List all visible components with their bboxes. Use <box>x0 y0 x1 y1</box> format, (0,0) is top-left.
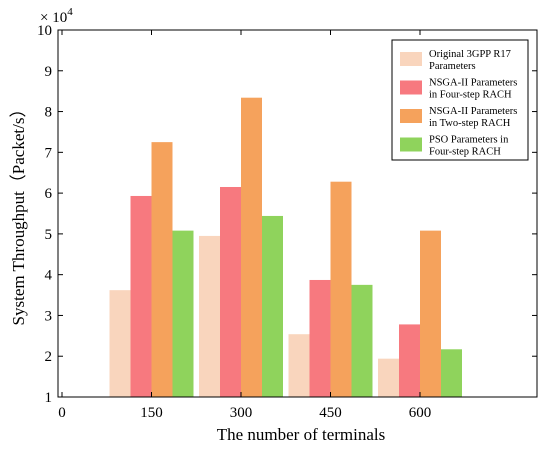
bars-layer <box>109 97 462 398</box>
x-tick-label-600: 600 <box>409 405 432 421</box>
legend-label-s3-line2: in Two-step RACH <box>429 118 511 129</box>
bar-s2-600 <box>399 324 420 397</box>
bar-s3-450 <box>330 181 352 397</box>
bar-s3-300 <box>241 97 262 398</box>
legend-swatch-s3 <box>400 109 422 123</box>
bar-s1-300 <box>199 235 220 397</box>
bar-s4-300 <box>262 215 283 397</box>
bar-s3-600 <box>420 230 441 397</box>
legend-swatch-s1 <box>400 52 422 66</box>
x-tick-label-0: 0 <box>58 405 66 421</box>
x-tick-label-150: 150 <box>140 405 163 421</box>
y-tick-label-7: 7 <box>45 145 53 161</box>
bar-s3-150 <box>151 142 173 397</box>
bar-s2-450 <box>309 279 331 397</box>
bar-s4-450 <box>351 284 373 397</box>
y-tick-label-6: 6 <box>45 186 53 202</box>
y-tick-label-3: 3 <box>45 308 53 324</box>
y-tick-label-8: 8 <box>45 105 53 121</box>
bar-s1-600 <box>378 358 399 397</box>
y-multiplier: × 104 <box>40 6 73 26</box>
y-tick-label-10: 10 <box>37 23 52 39</box>
bar-s2-150 <box>130 195 152 397</box>
legend-label-s1-line1: Original 3GPP R17 <box>429 49 511 60</box>
y-multiplier-base: × 10 <box>40 10 67 26</box>
y-tick-label-5: 5 <box>45 227 53 243</box>
x-tick-label-300: 300 <box>230 405 253 421</box>
legend-label-s2-line2: in Four-step RACH <box>429 90 512 101</box>
y-tick-label-9: 9 <box>45 64 53 80</box>
y-multiplier-exponent: 4 <box>67 6 73 18</box>
legend-label-s4-line1: PSO Parameters in <box>429 135 509 146</box>
bar-s1-450 <box>288 334 310 397</box>
bar-s4-600 <box>441 349 462 397</box>
bar-s2-300 <box>220 186 241 397</box>
x-axis-label: The number of terminals <box>217 425 386 444</box>
legend-label-s2-line1: NSGA-II Parameters <box>429 78 517 89</box>
y-tick-label-4: 4 <box>45 268 53 284</box>
y-tick-label-2: 2 <box>45 349 53 365</box>
legend-swatch-s4 <box>400 137 422 152</box>
y-tick-label-1: 1 <box>45 390 53 406</box>
axes-layer <box>57 29 538 398</box>
bar-s4-150 <box>172 230 194 397</box>
legend-label-s3-line1: NSGA-II Parameters <box>429 106 517 117</box>
ticks-layer: 1 2 3 4 5 6 7 8 9 10 0 150 300 450 600 <box>37 23 537 421</box>
legend-label-s4-line2: Four-step RACH <box>429 147 501 158</box>
legend-swatch-s2 <box>400 80 422 95</box>
legend-label-s1-line2: Parameters <box>429 61 476 72</box>
x-tick-label-450: 450 <box>319 405 342 421</box>
y-axis-label: System Throughput（Packet/s） <box>9 101 28 326</box>
bar-s1-150 <box>109 290 131 397</box>
plot-frame <box>57 29 538 398</box>
